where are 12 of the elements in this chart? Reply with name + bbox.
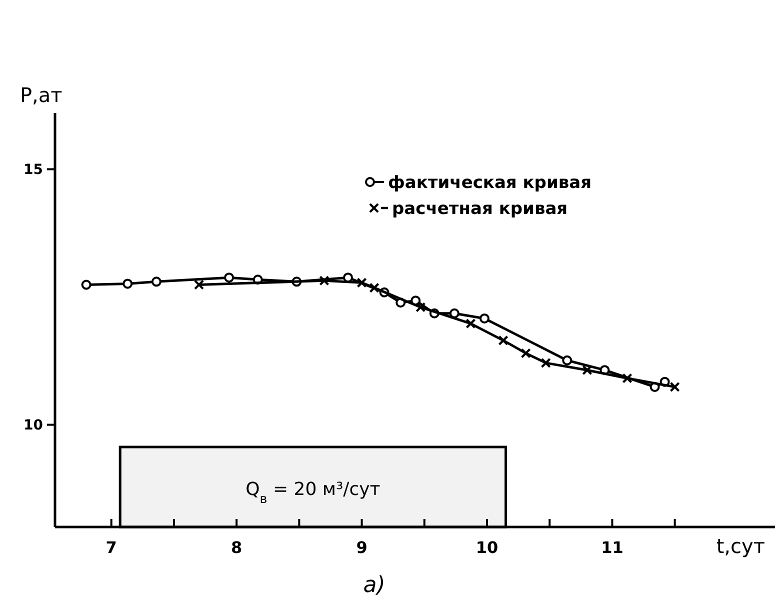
text: а) xyxy=(363,573,386,598)
y-tick-label: 15 xyxy=(24,162,43,178)
x-axis-title: t,сут xyxy=(716,534,766,558)
legend-label: фактическая кривая xyxy=(388,172,592,193)
band-label: Q$_{в}$ = 20 м³/сут xyxy=(246,479,380,506)
x-tick-label: 10 xyxy=(476,538,498,557)
x-tick-label: 8 xyxy=(230,538,242,557)
y-axis-title: P,ат xyxy=(20,83,63,107)
x-tick-label: 11 xyxy=(601,538,624,557)
legend-label: расчетная кривая xyxy=(392,198,568,219)
x-tick-label: 9 xyxy=(356,538,368,557)
x-tick-label: 7 xyxy=(106,538,117,557)
